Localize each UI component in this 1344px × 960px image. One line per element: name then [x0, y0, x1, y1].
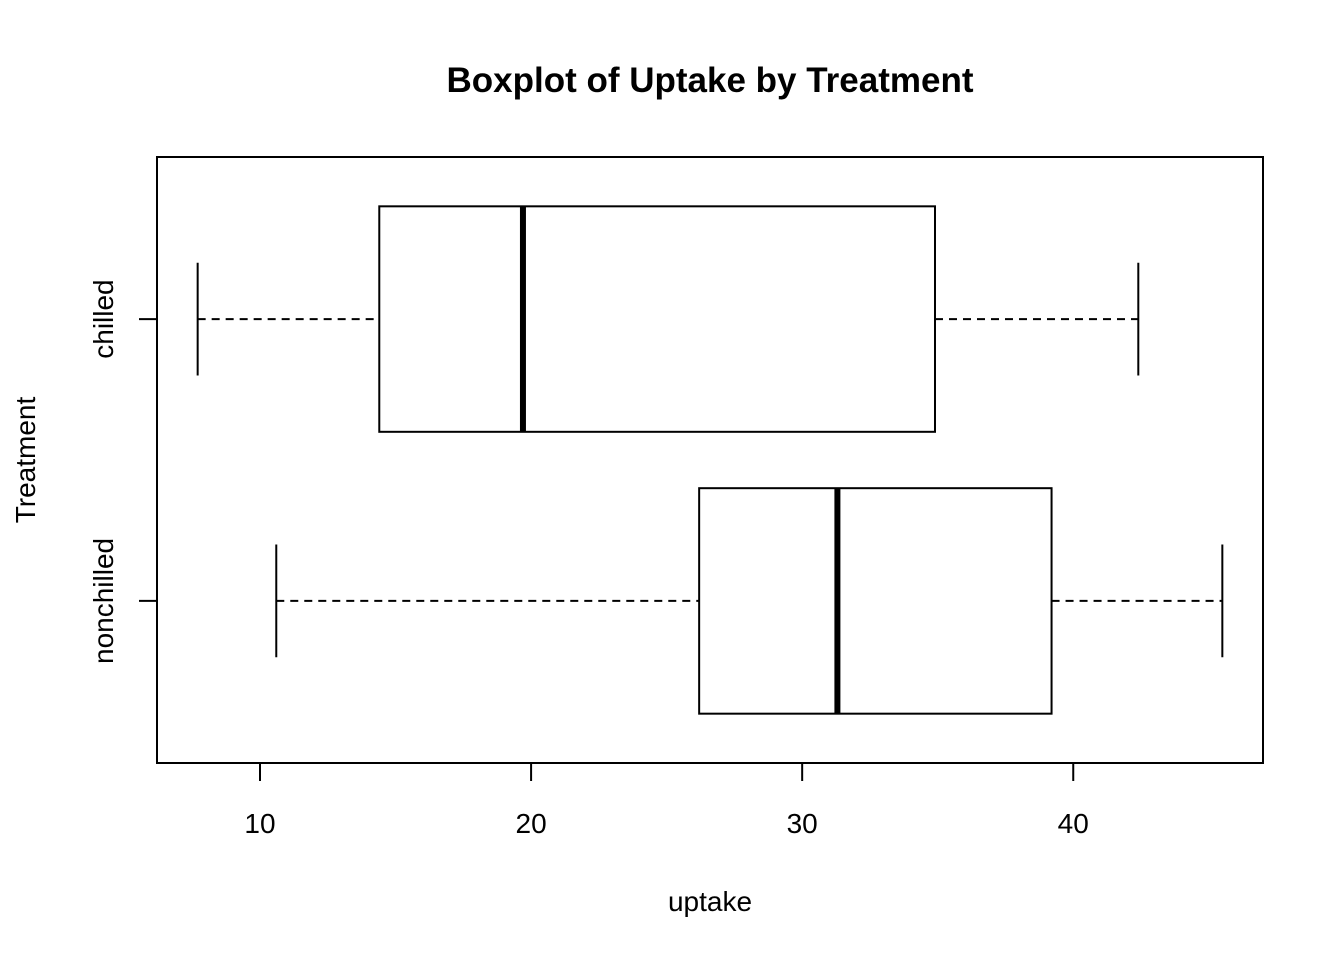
y-axis-label: Treatment — [10, 397, 41, 524]
chart-title: Boxplot of Uptake by Treatment — [446, 61, 973, 100]
box-nonchilled — [275, 487, 1224, 715]
y-axis: nonchilled chilled — [88, 279, 157, 664]
x-tick-label: 10 — [244, 808, 275, 839]
plot-frame — [156, 156, 1264, 764]
x-tick-label: 40 — [1058, 808, 1089, 839]
iqr-box — [378, 205, 936, 433]
y-tick-label-nonchilled: nonchilled — [88, 538, 119, 664]
x-tick-label: 20 — [516, 808, 547, 839]
y-tick-label-chilled: chilled — [88, 279, 119, 358]
x-axis: 10 20 30 40 — [244, 763, 1089, 839]
box-series — [196, 205, 1224, 715]
iqr-box — [698, 487, 1053, 715]
x-axis-label: uptake — [668, 886, 752, 917]
x-tick-label: 30 — [787, 808, 818, 839]
box-chilled — [196, 205, 1140, 433]
